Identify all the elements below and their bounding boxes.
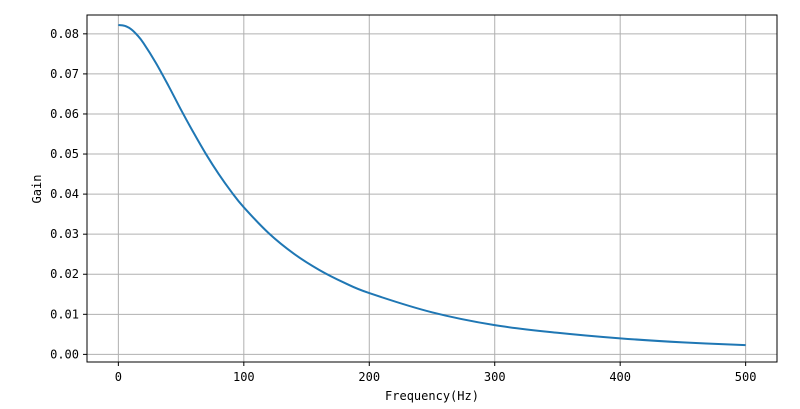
x-tick-label: 100 xyxy=(233,370,255,384)
y-tick-label: 0.08 xyxy=(50,27,79,41)
y-axis-label: Gain xyxy=(30,175,44,204)
plot-frame xyxy=(86,14,778,363)
x-tick-label: 0 xyxy=(115,370,122,384)
y-tick-label: 0.03 xyxy=(50,227,79,241)
x-tick-label: 200 xyxy=(358,370,380,384)
y-tick-label: 0.05 xyxy=(50,147,79,161)
y-tick-label: 0.00 xyxy=(50,347,79,361)
y-axis: 0.00 0.01 0.02 0.03 0.04 0.05 0.06 0.07 0.08 xyxy=(50,27,87,361)
x-tick-label: 500 xyxy=(735,370,757,384)
y-tick-label: 0.06 xyxy=(50,107,79,121)
x-tick-label: 400 xyxy=(609,370,631,384)
y-tick-label: 0.02 xyxy=(50,267,79,281)
series-layer xyxy=(118,24,746,347)
y-tick-label: 0.07 xyxy=(50,67,79,81)
x-tick-label: 300 xyxy=(484,370,506,384)
gain-series-line xyxy=(118,24,746,347)
y-tick-label: 0.04 xyxy=(50,187,79,201)
grid xyxy=(87,15,777,362)
y-tick-label: 0.01 xyxy=(50,307,79,321)
x-axis-label: Frequency(Hz) xyxy=(385,389,479,403)
x-axis: 0 100 200 300 400 500 xyxy=(115,362,757,384)
